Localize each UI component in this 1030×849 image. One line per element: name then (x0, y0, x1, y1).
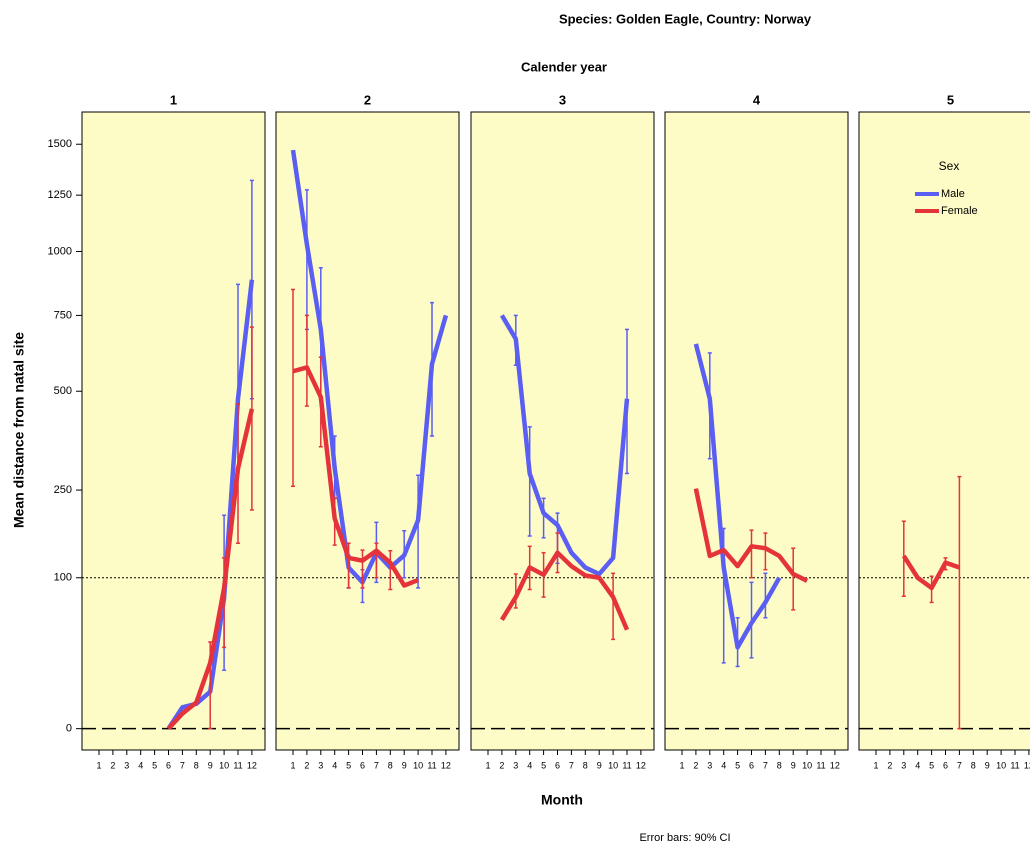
x-tick-label: 1 (679, 760, 684, 770)
legend-title: Sex (939, 159, 960, 173)
x-tick-label: 1 (96, 760, 101, 770)
x-tick-label: 11 (622, 760, 631, 770)
x-tick-label: 3 (707, 760, 712, 770)
line-series (693, 343, 782, 650)
line-series (901, 554, 961, 591)
x-tick-label: 3 (124, 760, 129, 770)
x-tick-label: 3 (901, 760, 906, 770)
x-tick-label: 7 (763, 760, 768, 770)
x-tick-label: 12 (636, 760, 646, 770)
x-tick-label: 8 (194, 760, 199, 770)
y-tick-label: 750 (54, 309, 72, 321)
line-series (290, 149, 449, 585)
y-tick-label: 100 (54, 572, 72, 584)
x-tick-label: 10 (608, 760, 618, 770)
panel-label: 3 (559, 92, 566, 107)
x-tick-label: 5 (929, 760, 934, 770)
x-tick-label: 2 (887, 760, 892, 770)
x-tick-label: 1 (873, 760, 878, 770)
x-tick-label: 2 (693, 760, 698, 770)
y-tick-label: 1500 (48, 138, 72, 150)
line-series (292, 365, 419, 588)
x-tick-label: 8 (583, 760, 588, 770)
x-tick-label: 2 (304, 760, 309, 770)
legend-label: Female (941, 205, 978, 217)
x-tick-label: 8 (777, 760, 782, 770)
x-tick-label: 11 (427, 760, 436, 770)
x-tick-label: 4 (332, 760, 337, 770)
x-tick-label: 4 (721, 760, 726, 770)
x-tick-label: 8 (388, 760, 393, 770)
x-tick-label: 6 (943, 760, 948, 770)
x-tick-label: 4 (915, 760, 920, 770)
y-tick-label: 0 (66, 723, 72, 735)
x-tick-label: 6 (166, 760, 171, 770)
x-tick-label: 7 (957, 760, 962, 770)
x-tick-label: 8 (971, 760, 976, 770)
x-tick-label: 1 (485, 760, 490, 770)
x-tick-label: 5 (735, 760, 740, 770)
y-tick-label: 250 (54, 484, 72, 496)
note: Error bars: 90% CI (639, 832, 730, 844)
x-tick-label: 2 (110, 760, 115, 770)
x-tick-label: 5 (346, 760, 351, 770)
y-tick-label: 500 (54, 385, 72, 397)
panel-label: 5 (947, 92, 954, 107)
x-tick-label: 12 (830, 760, 840, 770)
x-tick-label: 5 (152, 760, 157, 770)
x-tick-label: 5 (541, 760, 546, 770)
x-tick-label: 9 (208, 760, 213, 770)
x-tick-label: 9 (985, 760, 990, 770)
x-tick-label: 1 (290, 760, 295, 770)
x-tick-label: 6 (360, 760, 365, 770)
x-tick-label: 7 (180, 760, 185, 770)
line-series (499, 550, 630, 631)
chart-title: Species: Golden Eagle, Country: Norway (559, 11, 812, 26)
x-tick-label: 12 (1024, 760, 1030, 770)
x-tick-label: 10 (219, 760, 229, 770)
facet-title: Calender year (521, 59, 607, 74)
line-series (499, 314, 630, 577)
x-tick-label: 12 (441, 760, 451, 770)
panel (664, 111, 849, 751)
x-tick-label: 4 (527, 760, 532, 770)
x-tick-label: 11 (816, 760, 825, 770)
panel-label: 1 (170, 92, 177, 107)
x-tick-label: 11 (1010, 760, 1019, 770)
x-axis-label: Month (541, 792, 583, 808)
x-tick-label: 11 (233, 760, 242, 770)
x-tick-label: 9 (597, 760, 602, 770)
x-tick-label: 9 (402, 760, 407, 770)
x-tick-label: 10 (802, 760, 812, 770)
line-series (166, 408, 255, 731)
x-tick-label: 3 (318, 760, 323, 770)
panel (858, 111, 1030, 751)
y-axis-label: Mean distance from natal site (11, 332, 27, 528)
x-tick-label: 2 (499, 760, 504, 770)
x-tick-label: 9 (791, 760, 796, 770)
x-tick-label: 6 (555, 760, 560, 770)
x-tick-label: 12 (247, 760, 257, 770)
x-tick-label: 7 (569, 760, 574, 770)
legend-label: Male (941, 188, 965, 200)
panel-label: 4 (753, 92, 761, 107)
x-tick-label: 3 (513, 760, 518, 770)
x-tick-label: 6 (749, 760, 754, 770)
y-tick-label: 1000 (48, 245, 72, 257)
panel-label: 2 (364, 92, 371, 107)
x-tick-label: 4 (138, 760, 143, 770)
x-tick-label: 10 (413, 760, 423, 770)
x-tick-label: 7 (374, 760, 379, 770)
line-series (693, 488, 809, 583)
x-tick-label: 10 (996, 760, 1006, 770)
y-tick-label: 1250 (48, 189, 72, 201)
